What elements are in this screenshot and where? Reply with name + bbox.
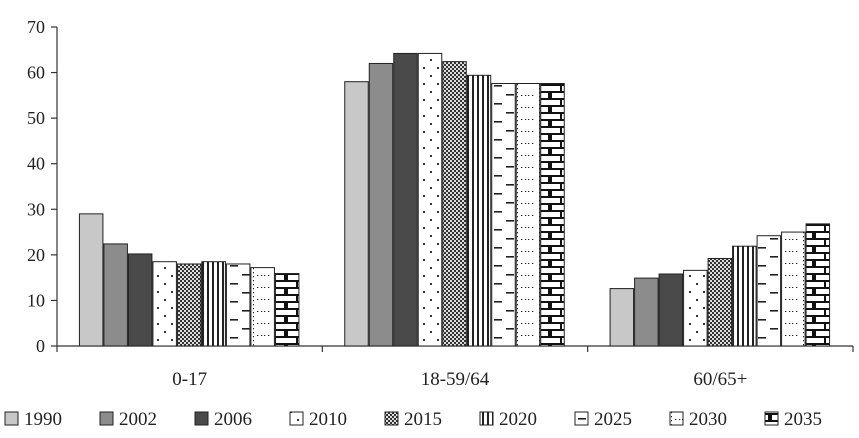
y-tick-label: 40 (27, 154, 45, 174)
bar-1990-60-65- (609, 288, 635, 347)
legend-label: 2035 (784, 409, 822, 430)
legend-swatch (764, 411, 779, 426)
bar-2002-0-17 (103, 243, 128, 347)
bar-2010-0-17 (152, 261, 177, 347)
legend-item: 2002 (99, 409, 157, 430)
bar-2025-60-65- (756, 235, 782, 347)
legend-label: 2002 (119, 409, 157, 430)
bar-2035-0-17 (274, 273, 300, 347)
bars (78, 52, 831, 347)
y-tick-label: 0 (36, 336, 45, 356)
bar-2035-18-59-64 (540, 83, 565, 347)
bar-1990-0-17 (78, 213, 104, 347)
legend-item: 2035 (764, 409, 822, 430)
y-tick-label: 30 (27, 199, 45, 219)
bar-2030-18-59-64 (515, 83, 541, 347)
bar-2006-60-65- (658, 273, 684, 347)
legend: 1990 2002 2006 2010 2015 2020 2025 2030 2035 (4, 409, 822, 430)
legend-label: 2030 (689, 409, 727, 430)
x-category-label: 0-17 (172, 369, 207, 390)
legend-label: 2015 (404, 409, 442, 430)
y-tick-label: 10 (27, 290, 45, 310)
legend-label: 2006 (214, 409, 252, 430)
y-tick-label: 20 (27, 245, 45, 265)
legend-label: 2025 (594, 409, 632, 430)
legend-swatch (669, 411, 684, 426)
y-tick-label: 70 (27, 17, 45, 37)
bar-2002-18-59-64 (368, 62, 394, 347)
bar-2006-18-59-64 (393, 52, 418, 347)
bar-1990-18-59-64 (344, 81, 369, 347)
legend-swatch (194, 411, 209, 426)
bar-2015-0-17 (176, 263, 202, 347)
bar-2010-60-65- (683, 269, 708, 347)
bar-2006-0-17 (127, 253, 153, 347)
x-category-label: 18-59/64 (421, 369, 490, 390)
legend-swatch (4, 411, 19, 426)
legend-label: 2010 (309, 409, 347, 430)
legend-item: 2025 (574, 409, 632, 430)
legend-swatch (384, 411, 399, 426)
legend-swatch (99, 411, 114, 426)
legend-swatch (289, 411, 304, 426)
bar-2010-18-59-64 (417, 52, 443, 347)
legend-item: 2020 (479, 409, 537, 430)
bar-2025-0-17 (225, 263, 251, 347)
y-tick-label: 50 (27, 108, 45, 128)
bar-2030-0-17 (250, 267, 275, 347)
legend-swatch (574, 411, 589, 426)
labels: 0 10 20 30 40 50 60 70 0-17 18-59/64 60/65+ (27, 17, 747, 390)
bar-2020-0-17 (201, 261, 226, 347)
legend-item: 1990 (4, 409, 62, 430)
bar-2020-60-65- (732, 245, 757, 347)
legend-item: 2010 (289, 409, 347, 430)
bar-2015-18-59-64 (442, 61, 467, 347)
x-category-label: 60/65+ (693, 369, 747, 390)
legend-label: 1990 (24, 409, 62, 430)
legend-label: 2020 (499, 409, 537, 430)
legend-item: 2006 (194, 409, 252, 430)
bar-2002-60-65- (634, 277, 659, 347)
bar-2020-18-59-64 (466, 74, 492, 347)
bar-2015-60-65- (707, 258, 733, 347)
y-tick-label: 60 (27, 63, 45, 83)
legend-item: 2015 (384, 409, 442, 430)
bar-2035-60-65- (805, 223, 831, 347)
bar-2030-60-65- (781, 231, 806, 347)
legend-item: 2030 (669, 409, 727, 430)
bar-2025-18-59-64 (491, 83, 516, 347)
legend-swatch (479, 411, 494, 426)
